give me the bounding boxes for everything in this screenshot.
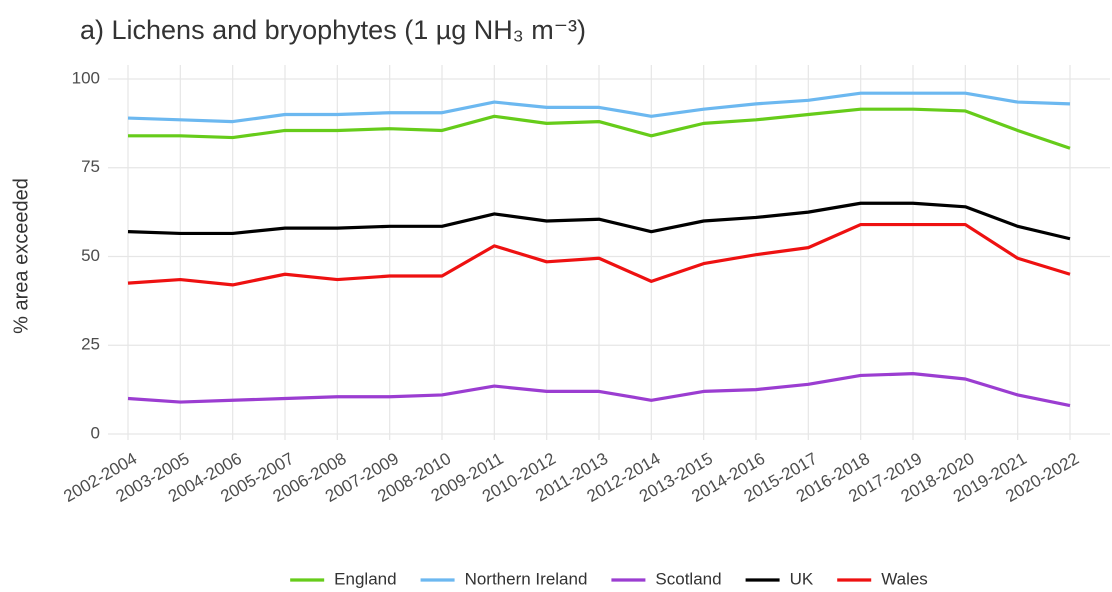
line — [127, 201, 1071, 241]
legend-label: Wales — [881, 569, 928, 588]
chart-title: a) Lichens and bryophytes (1 µg NH₃ m⁻³) — [80, 15, 586, 45]
line — [128, 107, 1071, 150]
legend-label: Scotland — [655, 569, 721, 588]
y-tick-label: 50 — [81, 246, 100, 265]
y-tick-label: 75 — [81, 157, 100, 176]
legend-label: England — [334, 569, 396, 588]
y-axis-label: % area exceeded — [10, 178, 32, 334]
line — [127, 91, 1071, 124]
line — [127, 372, 1071, 408]
y-tick-label: 0 — [91, 423, 100, 442]
legend-label: UK — [790, 569, 814, 588]
legend: England Northern Ireland Scotland UK Wales — [290, 569, 928, 588]
y-tick-label: 100 — [72, 68, 100, 87]
line — [127, 222, 1071, 287]
legend-label: Northern Ireland — [465, 569, 588, 588]
y-tick-label: 25 — [81, 335, 100, 354]
